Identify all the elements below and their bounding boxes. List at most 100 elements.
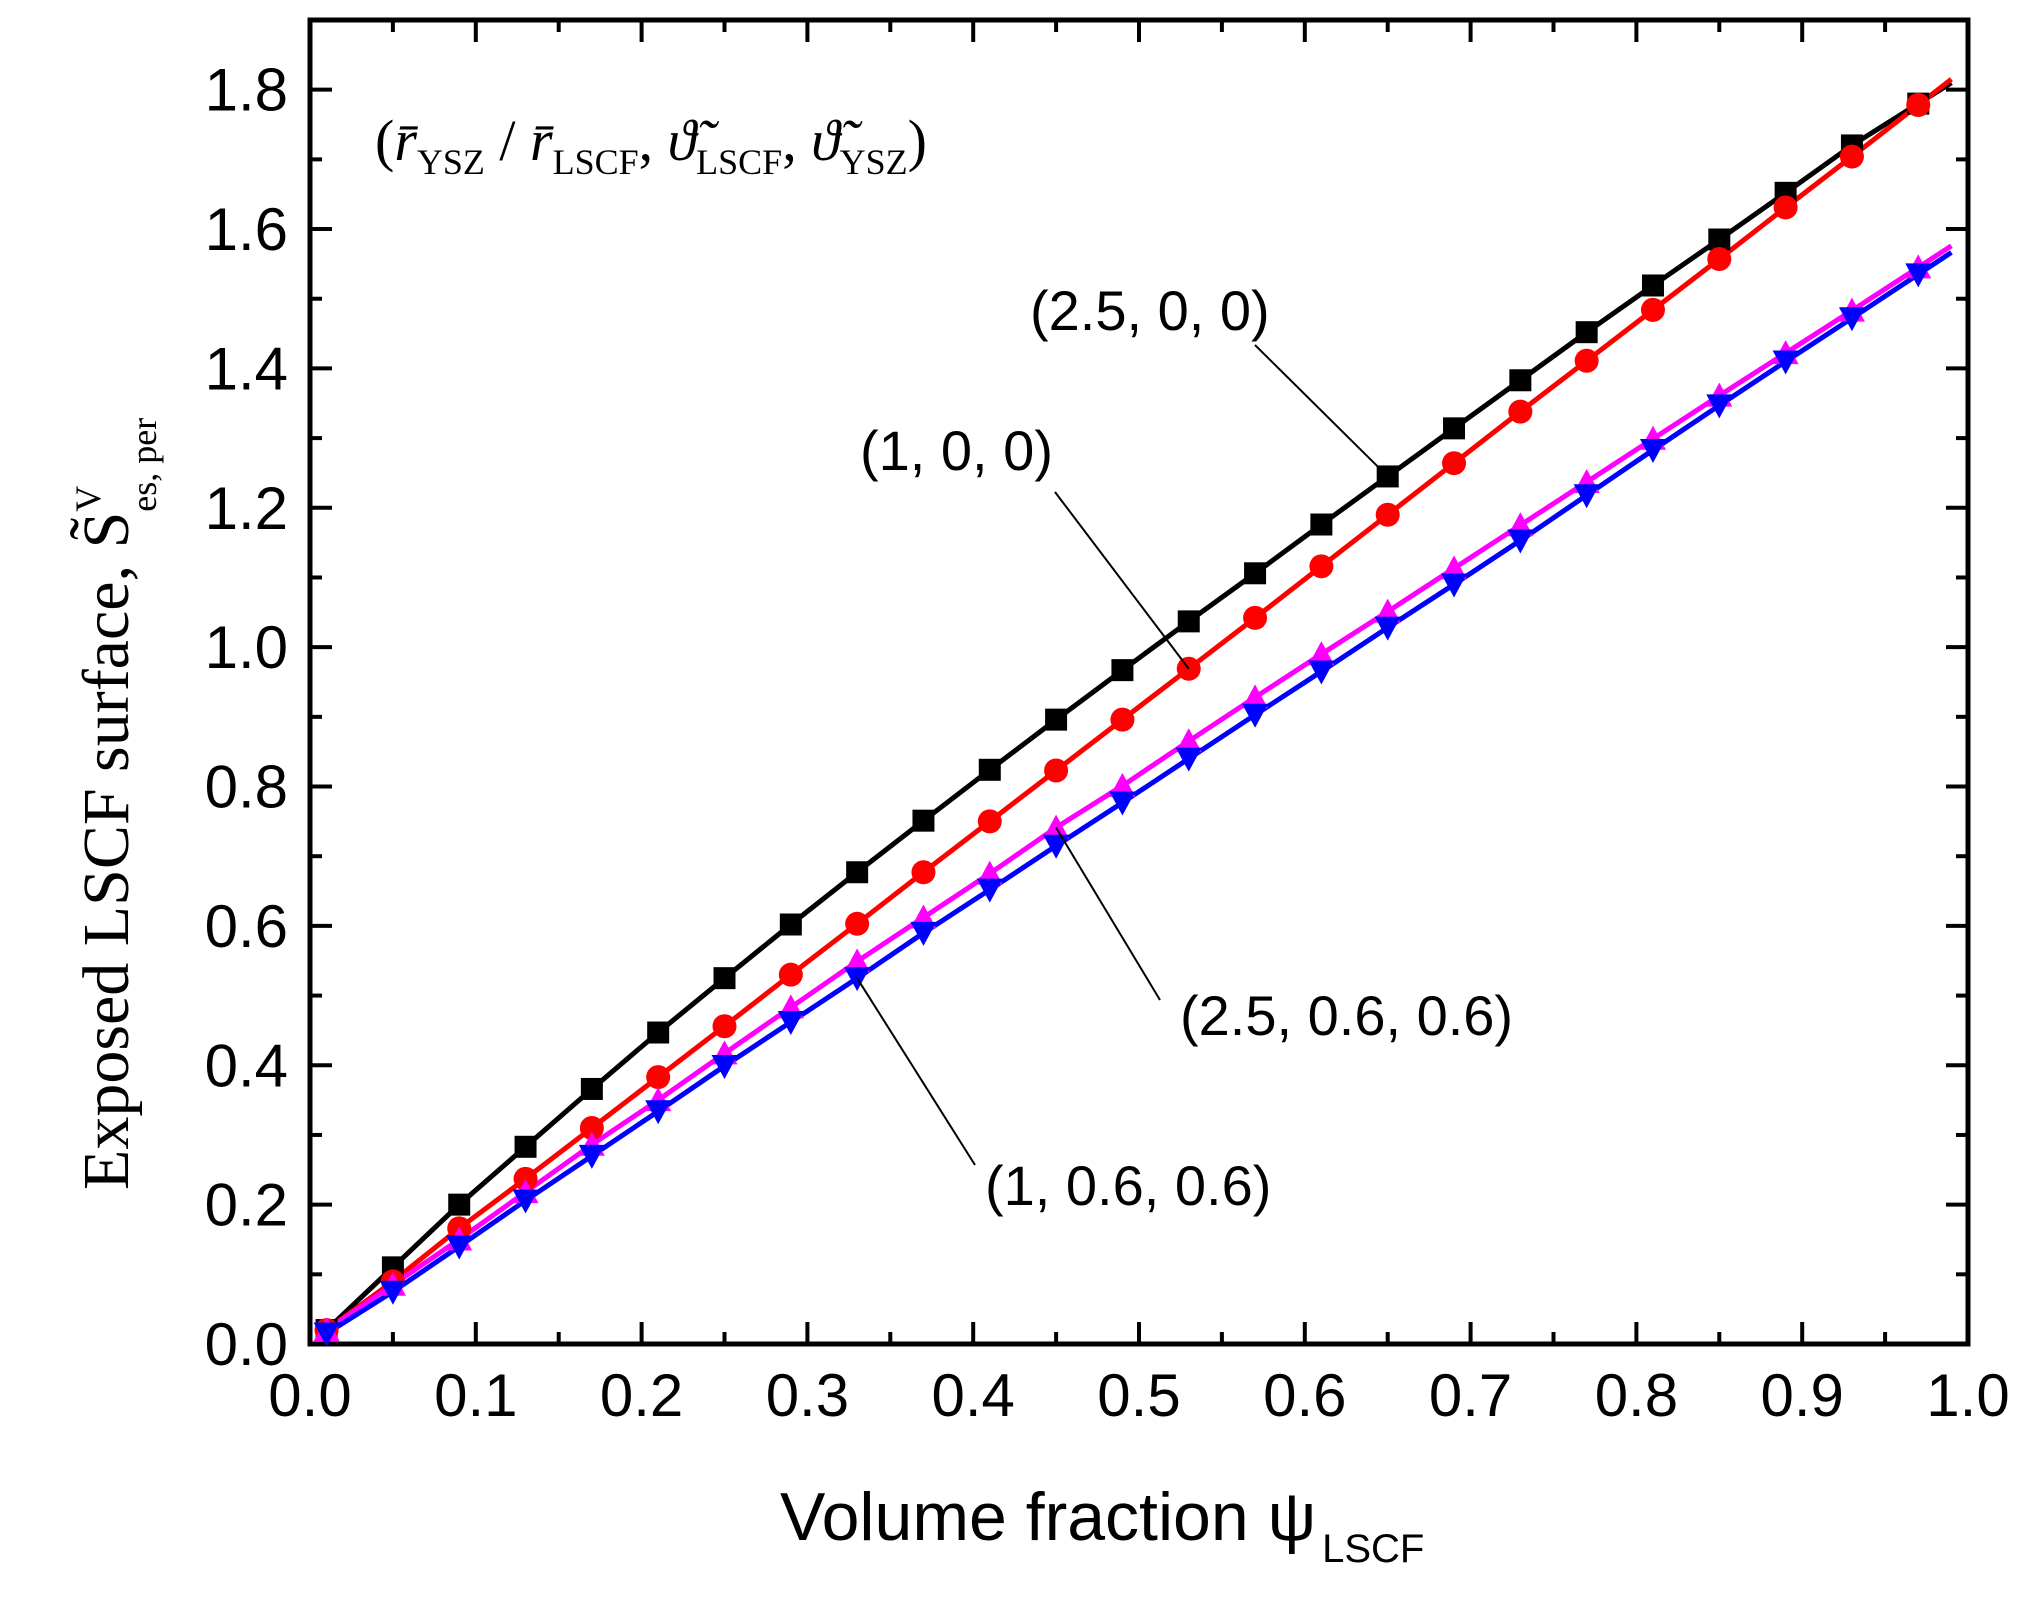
data-point (1706, 394, 1733, 419)
data-point (1707, 247, 1732, 272)
x-tick-label: 0.4 (931, 1362, 1014, 1429)
data-point (646, 1065, 671, 1090)
data-point (1242, 703, 1269, 728)
data-point (846, 861, 869, 884)
data-point (976, 860, 1003, 885)
data-point (1308, 641, 1335, 666)
y-tick-label: 1.2 (205, 475, 288, 542)
data-point (1575, 321, 1598, 344)
y-tick-label: 1.0 (205, 614, 288, 681)
x-tick-label: 0.7 (1429, 1362, 1512, 1429)
x-tick-label: 0.5 (1097, 1362, 1180, 1429)
data-point (446, 1235, 473, 1260)
data-point (579, 1115, 604, 1140)
data-point (1573, 484, 1600, 509)
x-tick-label: 0.9 (1760, 1362, 1843, 1429)
data-point (1574, 348, 1599, 373)
data-point (379, 1280, 406, 1305)
y-tick-label: 1.8 (205, 57, 288, 124)
legend-comma-1: , (639, 108, 668, 173)
data-point (1374, 598, 1401, 623)
data-point (1641, 274, 1664, 297)
y-tick-label: 0.8 (205, 754, 288, 821)
x-tick-label: 0.0 (268, 1362, 351, 1429)
data-point (1508, 399, 1533, 424)
data-point (1109, 772, 1136, 797)
data-point (1639, 438, 1666, 463)
y-tick-label: 0.0 (205, 1311, 288, 1378)
data-point (448, 1193, 471, 1216)
data-point (1509, 369, 1532, 392)
legend-lscf-subscript-2: LSCF (696, 142, 782, 182)
data-point (1773, 195, 1798, 220)
data-point (1111, 659, 1134, 682)
data-point (910, 921, 937, 946)
data-point (1243, 605, 1268, 630)
data-point (1043, 814, 1070, 839)
y-tick-label: 0.4 (205, 1032, 288, 1099)
data-point (1109, 791, 1136, 816)
data-point (1044, 758, 1069, 783)
series-lines (324, 77, 1953, 1336)
data-point (1374, 616, 1401, 641)
data-point (513, 1166, 538, 1191)
data-point (1045, 708, 1068, 731)
data-point (977, 809, 1002, 834)
data-point (313, 1322, 340, 1347)
data-point (1441, 573, 1468, 598)
data-point (777, 1011, 804, 1036)
data-point (976, 878, 1003, 903)
data-point (844, 948, 871, 973)
annotation-leader-line (1055, 827, 1161, 1001)
annotation-label: (2.5, 0.6, 0.6) (1180, 984, 1513, 1047)
legend-header-formula: (r̄YSZ / r̄LSCF, ϑ̃LSCF, ϑ̃YSZ) (375, 108, 927, 182)
data-point (1110, 707, 1135, 732)
y-tick-label: 0.6 (205, 893, 288, 960)
legend-slash: / (485, 108, 530, 173)
data-point (1442, 451, 1467, 476)
data-point (1640, 297, 1665, 322)
data-point (1310, 513, 1333, 536)
data-point (1177, 610, 1200, 633)
x-axis-label-main: Volume fraction ψ (780, 1479, 1316, 1555)
data-point (1175, 747, 1202, 772)
data-point (512, 1189, 539, 1214)
data-point (578, 1144, 605, 1169)
data-point (580, 1077, 603, 1100)
legend-r-symbol-2: r̄ (530, 108, 555, 173)
data-point (1708, 228, 1731, 251)
legend-open-paren: ( (375, 108, 394, 173)
y-axis-label-superscript: V (68, 486, 108, 512)
data-point (645, 1100, 672, 1125)
data-point (1309, 554, 1334, 579)
annotation-leaders (856, 344, 1389, 1166)
axis-ticks (308, 20, 1970, 1346)
x-axis-label-subscript: LSCF (1322, 1527, 1424, 1571)
y-axis-label-main: Exposed LSCF surface, S̃ (70, 512, 143, 1190)
data-point (779, 913, 802, 936)
y-axis-label: Exposed LSCF surface, S̃V es, per (68, 418, 164, 1190)
annotation-leader-line (1054, 491, 1190, 670)
x-tick-labels: 0.0 0.1 0.2 0.3 0.4 0.5 0.6 0.7 0.8 0.9 1.0 (268, 1362, 2009, 1429)
data-point (1244, 562, 1267, 585)
data-point (1375, 502, 1400, 527)
legend-r-symbol: r̄ (394, 108, 419, 173)
data-point (1443, 417, 1466, 440)
y-tick-labels: 0.0 0.2 0.4 0.6 0.8 1.0 1.2 1.4 1.6 1.8 (205, 57, 288, 1378)
annotation-label: (1, 0.6, 0.6) (985, 1154, 1271, 1217)
x-tick-label: 0.1 (434, 1362, 517, 1429)
data-point (1308, 660, 1335, 685)
annotation-leader-line (856, 977, 976, 1166)
series-line (325, 77, 1953, 1333)
data-point (1175, 728, 1202, 753)
data-point (1441, 555, 1468, 580)
series-line (325, 250, 1953, 1336)
x-tick-label: 0.8 (1595, 1362, 1678, 1429)
x-axis-label: Volume fraction ψ LSCF (780, 1479, 1424, 1571)
x-tick-label: 0.3 (766, 1362, 849, 1429)
x-tick-label: 1.0 (1926, 1362, 2009, 1429)
data-point (1905, 263, 1932, 288)
data-point (647, 1021, 670, 1044)
y-axis-label-subscript: es, per (124, 418, 164, 512)
